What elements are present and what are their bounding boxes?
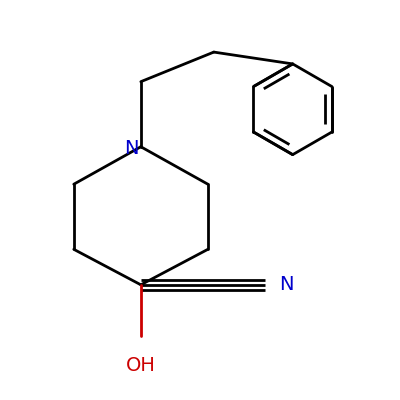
Text: N: N [279,275,293,294]
Text: OH: OH [126,356,156,375]
Text: N: N [124,139,138,158]
